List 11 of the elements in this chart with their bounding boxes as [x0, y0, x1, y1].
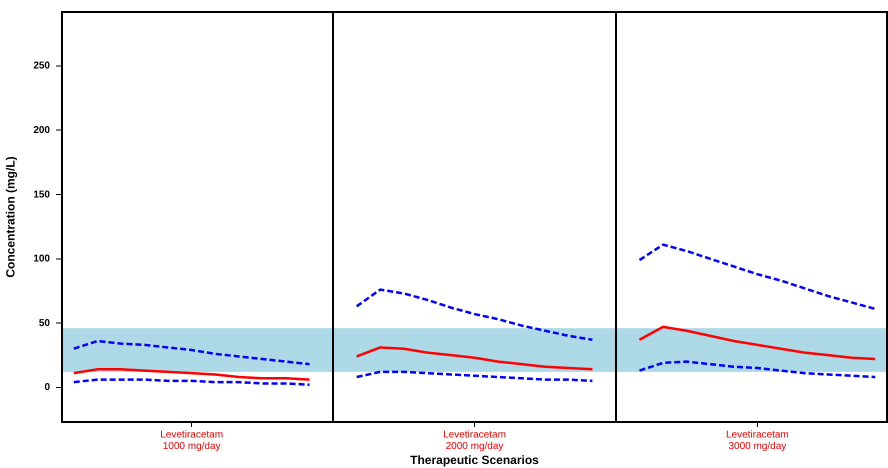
x-tick-label: Levetiracetam 3000 mg/day [726, 430, 789, 452]
y-tick-label: 0 [44, 382, 50, 394]
x-tick-label: Levetiracetam 1000 mg/day [160, 430, 224, 452]
y-tick-label: 250 [33, 60, 50, 72]
y-tick-label: 150 [33, 189, 50, 200]
y-axis-title: Concentration (mg/L) [4, 156, 18, 278]
y-tick-label: 50 [38, 318, 50, 329]
y-tick-label: 200 [33, 124, 50, 136]
x-tick-label: Levetiracetam 2000 mg/day [443, 430, 506, 452]
y-tick-label: 100 [33, 254, 50, 265]
x-axis-title: Therapeutic Scenarios [410, 453, 540, 468]
